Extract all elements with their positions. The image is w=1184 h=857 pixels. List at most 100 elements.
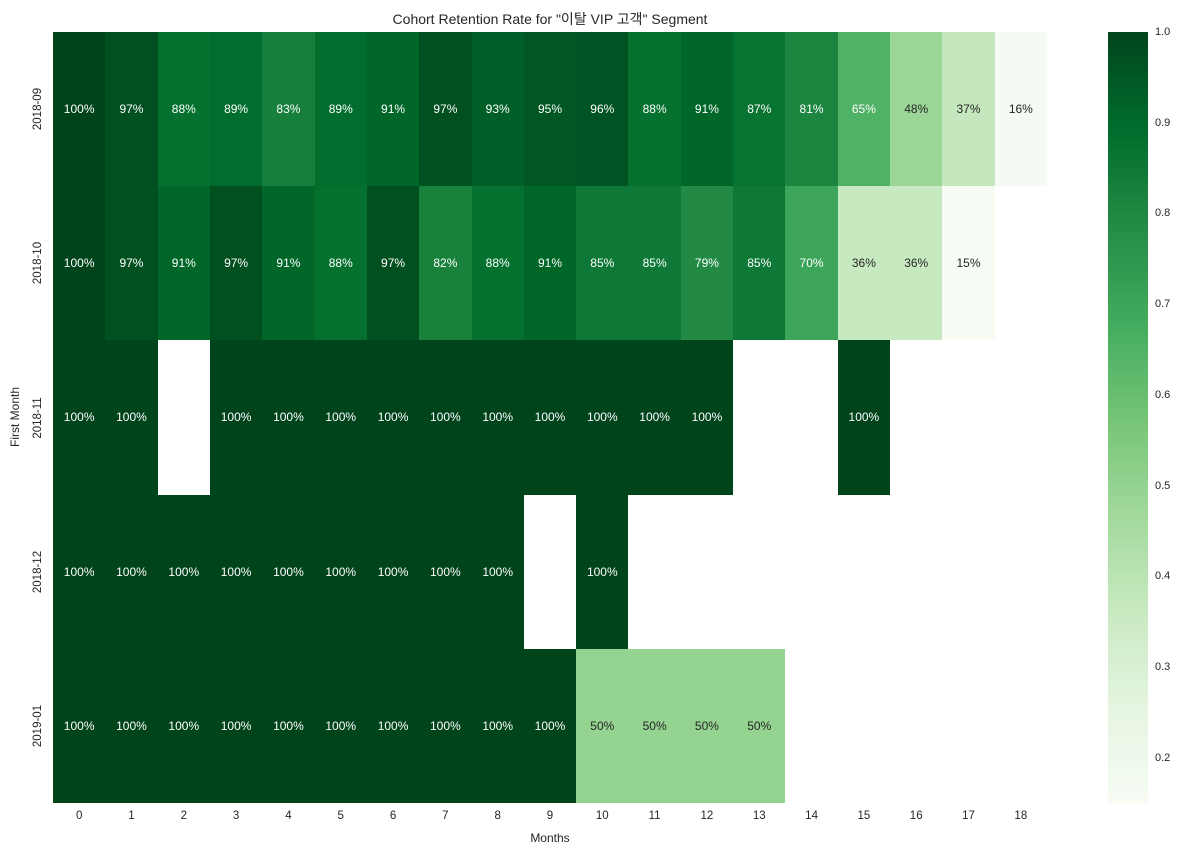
heatmap-cell: 97%: [209, 186, 263, 341]
heatmap-cell: [523, 494, 577, 649]
heatmap-cell: 89%: [314, 32, 367, 187]
heatmap-cell: 50%: [733, 648, 786, 803]
heatmap-cell: 85%: [733, 186, 786, 341]
heatmap-cell: [837, 648, 891, 803]
x-tick-label: 15: [857, 810, 871, 822]
heatmap-cell: 100%: [157, 494, 210, 649]
heatmap-cell: 83%: [262, 32, 315, 187]
x-tick-label: 10: [595, 810, 609, 822]
heatmap-cell: [785, 494, 838, 649]
heatmap-cell: 100%: [523, 648, 577, 803]
heatmap-cell: 96%: [576, 32, 629, 187]
heatmap-cell: 88%: [628, 32, 681, 187]
heatmap-cell: 91%: [157, 186, 210, 341]
heatmap-cell: [890, 494, 943, 649]
heatmap-cell: 82%: [419, 186, 472, 341]
heatmap-cell: 100%: [53, 186, 106, 341]
heatmap-cell: [942, 340, 995, 495]
heatmap-cell: [994, 648, 1047, 803]
heatmap-cell: 100%: [209, 648, 263, 803]
heatmap-grid: 100% 97% 88% 89% 83% 89% 91% 97% 93% 95% 96% 88% 91%…: [53, 32, 1047, 803]
x-tick-label: 11: [648, 810, 661, 822]
x-tick-label: 18: [1014, 810, 1028, 822]
heatmap-cell: [157, 340, 210, 495]
heatmap-cell: 65%: [837, 32, 891, 187]
heatmap-cell: 91%: [680, 32, 734, 187]
heatmap-cell: 93%: [471, 32, 524, 187]
x-tick-label: 3: [232, 810, 240, 822]
heatmap-cell: 100%: [314, 648, 367, 803]
heatmap-cell: 100%: [419, 648, 472, 803]
x-tick-label: 4: [285, 810, 292, 822]
heatmap-cell: 100%: [366, 340, 420, 495]
heatmap-cell: 100%: [471, 340, 524, 495]
colorbar-tick-label: 0.3: [1155, 660, 1171, 673]
heatmap-cell: [733, 494, 786, 649]
heatmap-cell: [890, 648, 943, 803]
heatmap-cell: 100%: [471, 494, 524, 649]
heatmap-cell: 88%: [157, 32, 210, 187]
heatmap-cell: 36%: [890, 186, 943, 341]
x-tick-label: 14: [805, 810, 818, 822]
heatmap-cell: 100%: [209, 340, 263, 495]
heatmap-cell: 100%: [576, 494, 629, 649]
y-tick-label: 2018-10: [32, 242, 44, 285]
x-axis-label: Months: [530, 831, 570, 845]
y-tick-label: 2019-01: [32, 704, 44, 747]
heatmap-cell: 91%: [262, 186, 315, 341]
heatmap-cell: 79%: [680, 186, 734, 341]
x-tick-label: 7: [442, 810, 449, 822]
heatmap-cell: [837, 494, 891, 649]
x-tick-label: 16: [909, 810, 923, 822]
heatmap-cell: 89%: [209, 32, 263, 187]
heatmap-cell: [785, 648, 838, 803]
colorbar-tick-label: 0.9: [1155, 116, 1171, 129]
x-tick-label: 1: [128, 810, 135, 822]
heatmap-cell: 100%: [262, 648, 315, 803]
heatmap-cell: 100%: [105, 648, 158, 803]
colorbar-tick-label: 0.4: [1155, 570, 1171, 583]
heatmap-cell: [628, 494, 681, 649]
heatmap-cell: 50%: [576, 648, 629, 803]
colorbar-tick-label: 1.0: [1155, 26, 1171, 38]
x-tick-label: 5: [337, 810, 344, 822]
x-tick-label: 6: [389, 810, 397, 822]
heatmap-cell: [785, 340, 838, 495]
x-tick-label: 9: [546, 810, 554, 822]
heatmap-cell: [733, 340, 786, 495]
x-tick-label: 17: [962, 810, 975, 822]
heatmap-cell: 100%: [314, 494, 367, 649]
heatmap-cell: 91%: [366, 32, 420, 187]
heatmap-cell: 100%: [209, 494, 263, 649]
heatmap-cell: 100%: [419, 494, 472, 649]
heatmap-cell: [680, 494, 734, 649]
chart-title: Cohort Retention Rate for "이탈 VIP 고객" Se…: [392, 11, 708, 27]
x-axis-ticks: 0 1 2 3 4 5 6 7 8 9 10 11 12 13 14 15 16 17 18: [53, 810, 1047, 822]
heatmap-cell: 88%: [314, 186, 367, 341]
colorbar-tick-label: 0.7: [1155, 298, 1171, 311]
colorbar-tick-label: 0.6: [1155, 388, 1171, 401]
heatmap-cell: 97%: [366, 186, 420, 341]
heatmap-cell: [994, 494, 1047, 649]
heatmap-cell: 100%: [53, 648, 106, 803]
heatmap-cell: 88%: [471, 186, 524, 341]
heatmap-cell: 70%: [785, 186, 838, 341]
heatmap-cell: 85%: [628, 186, 681, 341]
heatmap-cell: 100%: [105, 340, 158, 495]
heatmap-cell: 100%: [262, 340, 315, 495]
heatmap-cell: 100%: [837, 340, 891, 495]
heatmap-cell: 100%: [680, 340, 734, 495]
heatmap-cell: 100%: [262, 494, 315, 649]
y-tick-label: 2018-09: [32, 87, 44, 131]
heatmap-cell: [942, 648, 995, 803]
heatmap-cell: 48%: [890, 32, 943, 187]
heatmap-cell: 100%: [314, 340, 367, 495]
x-tick-label: 2: [180, 810, 187, 822]
x-tick-label: 8: [494, 810, 501, 822]
heatmap-cell: [942, 494, 995, 649]
heatmap-cell: 100%: [105, 494, 158, 649]
heatmap-cell: 100%: [523, 340, 577, 495]
heatmap-cell: 100%: [628, 340, 681, 495]
heatmap-cell: 50%: [680, 648, 734, 803]
